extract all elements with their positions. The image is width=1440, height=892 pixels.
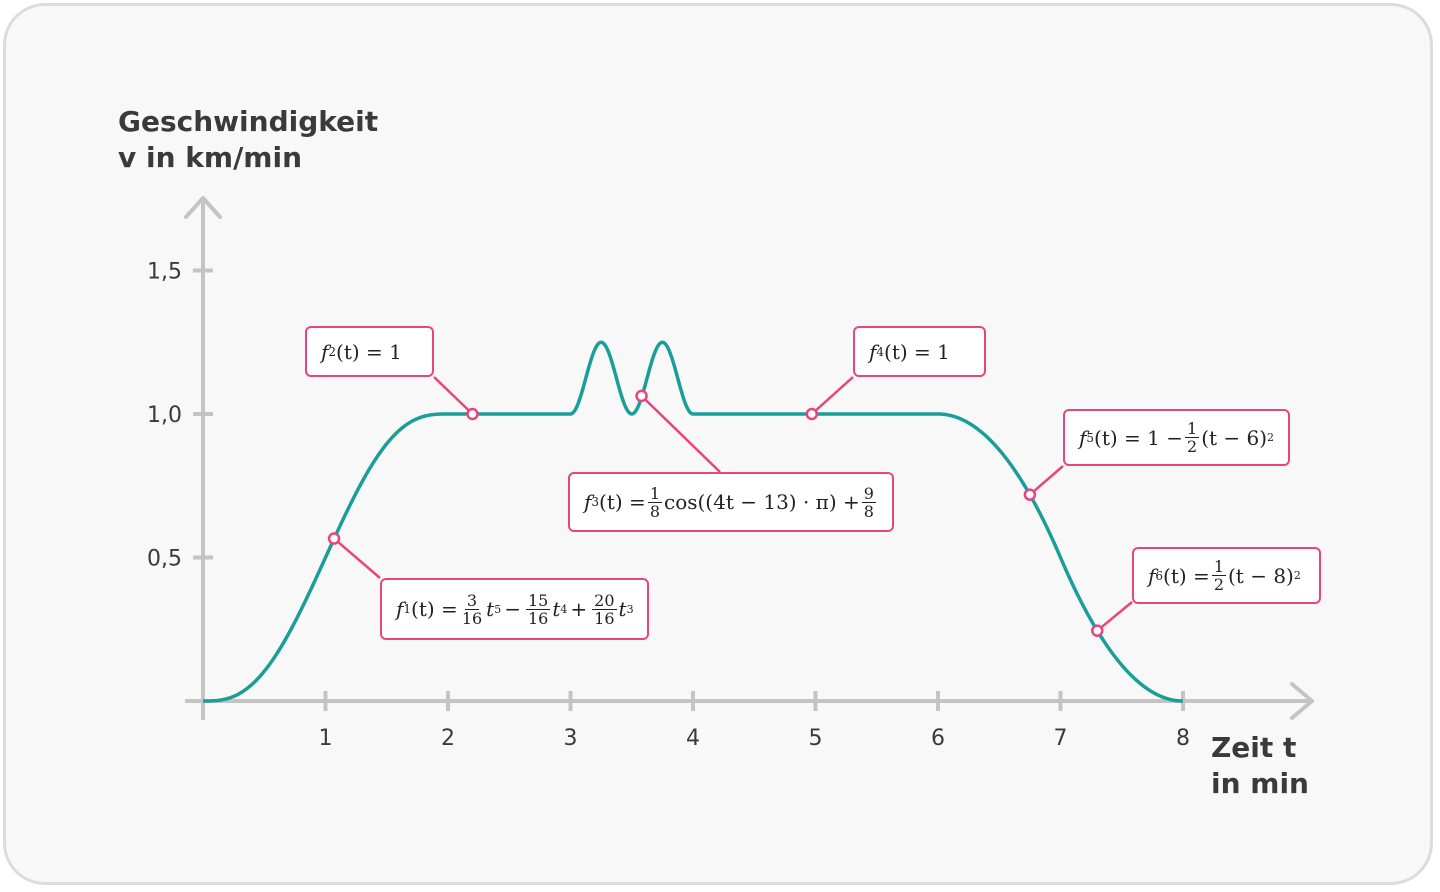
- f1-exp-3: 3: [626, 602, 634, 616]
- f6-sub: 6: [1155, 568, 1164, 583]
- f1-sub: 1: [403, 602, 412, 616]
- leader-f4: [810, 376, 854, 415]
- x-tick-label-1: 1: [319, 726, 333, 751]
- f1-exp-2: 4: [560, 602, 568, 616]
- marker-f3: [635, 389, 648, 403]
- y-tick-label-1,0: 1,0: [147, 403, 182, 428]
- f1-op-1: −: [504, 597, 521, 621]
- f3-func: f: [584, 490, 592, 514]
- leader-f2: [433, 376, 474, 415]
- f3-num-2: 9: [861, 483, 876, 503]
- f1-num-3: 20: [592, 590, 617, 610]
- x-axis-arrow: [1290, 682, 1314, 720]
- x-tick-label-2: 2: [441, 726, 455, 751]
- f5-exp: 2: [1267, 431, 1275, 444]
- f6-num: 1: [1211, 557, 1226, 576]
- f3-den-2: 8: [863, 501, 874, 521]
- x-axis-label: Zeit t in min: [1211, 730, 1309, 802]
- f1-t-1: t: [486, 597, 495, 621]
- annotation-leaders: [333, 376, 1133, 632]
- f3-sub: 3: [591, 495, 600, 509]
- f5-sub: 5: [1086, 430, 1095, 445]
- y-tick-label-1,5: 1,5: [147, 260, 182, 285]
- y-axis-label-line-1: Geschwindigkeit: [118, 105, 379, 138]
- f6-den: 2: [1213, 575, 1224, 594]
- f5-num: 1: [1185, 419, 1200, 438]
- y-axis-label-line-2: v in km/min: [118, 141, 303, 174]
- f1-den-2: 16: [527, 608, 549, 628]
- f2-rhs: (t) = 1: [336, 339, 402, 364]
- x-tick-label-7: 7: [1054, 726, 1068, 751]
- f5-den: 2: [1187, 437, 1198, 456]
- f3-num-1: 1: [647, 483, 662, 503]
- f1-t-2: t: [552, 597, 561, 621]
- f5-lhs: (t) = 1 −: [1094, 425, 1184, 450]
- f6-exp: 2: [1293, 569, 1301, 582]
- marker-f5: [1023, 488, 1037, 501]
- f2-func: f: [321, 339, 329, 364]
- formula-box-f4: f 4 (t) = 1: [853, 326, 986, 377]
- x-tick-label-5: 5: [809, 726, 823, 751]
- velocity-curve: [203, 340, 1184, 703]
- ticks: 1 2 3 4 5 6 7 8 0,5 1,0 1,5: [147, 260, 1190, 752]
- f6-lhs: (t) =: [1163, 563, 1210, 588]
- y-tick-label-0,5: 0,5: [147, 547, 182, 572]
- f4-sub: 4: [876, 344, 885, 359]
- f1-num-1: 3: [464, 590, 480, 610]
- y-axis-label: Geschwindigkeit v in km/min: [118, 104, 378, 176]
- f4-rhs: (t) = 1: [884, 339, 950, 364]
- marker-f4: [805, 407, 819, 421]
- formula-box-f2: f 2 (t) = 1: [305, 326, 434, 377]
- axes: [184, 196, 1314, 720]
- x-axis-label-line-2: in min: [1211, 767, 1309, 800]
- f1-lhs: (t) =: [411, 597, 458, 621]
- f5-func: f: [1079, 425, 1087, 450]
- f1-den-1: 16: [461, 608, 483, 628]
- marker-f1: [327, 532, 341, 545]
- f1-frac-3: 20 16: [592, 590, 617, 628]
- f3-den-1: 8: [649, 501, 660, 521]
- formula-box-f1: f 1 (t) = 3 16 t 5 − 15 16 t 4 + 20 16 t 3: [380, 578, 649, 640]
- leader-f3: [640, 395, 721, 473]
- leader-f6: [1096, 601, 1133, 632]
- f1-frac-2: 15 16: [525, 590, 551, 628]
- y-axis-arrow: [184, 196, 222, 219]
- f1-frac-1: 3 16: [460, 592, 484, 627]
- leader-f1: [333, 537, 381, 579]
- f2-sub: 2: [328, 344, 337, 359]
- x-tick-label-6: 6: [931, 726, 945, 751]
- x-tick-label-3: 3: [564, 726, 578, 751]
- f6-func: f: [1148, 563, 1156, 588]
- annotation-markers: [327, 389, 1104, 637]
- x-tick-label-4: 4: [686, 726, 700, 751]
- x-tick-label-8: 8: [1176, 726, 1190, 751]
- marker-f6: [1091, 624, 1104, 637]
- leader-f5: [1029, 465, 1064, 496]
- f3-lhs: (t) =: [599, 490, 646, 514]
- marker-f2: [466, 407, 479, 421]
- f4-func: f: [869, 339, 877, 364]
- f6-rest: (t − 8): [1228, 563, 1294, 588]
- f1-t-3: t: [618, 597, 627, 621]
- f1-exp-1: 5: [494, 602, 502, 616]
- f3-cos: cos((4t − 13) · π) +: [664, 490, 860, 514]
- f1-op-2: +: [570, 597, 588, 621]
- x-axis-label-line-1: Zeit t: [1211, 731, 1297, 764]
- f1-den-3: 16: [594, 608, 615, 628]
- f1-num-2: 15: [525, 590, 551, 610]
- f5-rest: (t − 6): [1201, 425, 1268, 450]
- f1-func: f: [396, 597, 404, 621]
